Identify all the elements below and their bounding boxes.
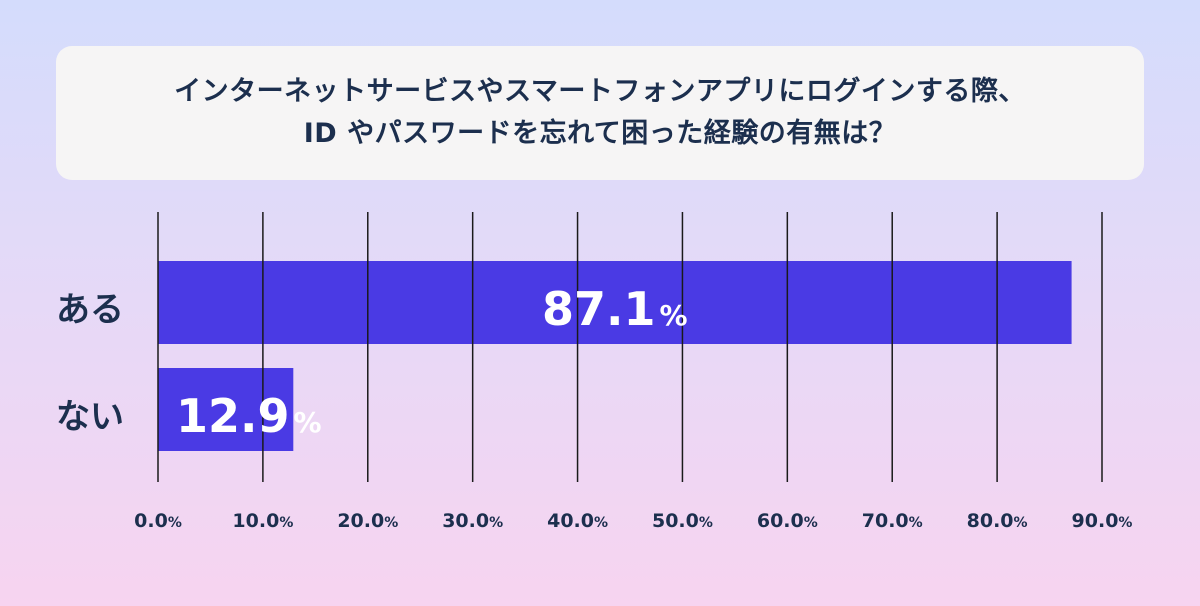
category-label-1: ある (56, 290, 124, 330)
x-tick-label-1: 10.0% (232, 510, 293, 532)
x-tick-label-6: 60.0% (757, 510, 818, 532)
category-label-2: ない (56, 397, 124, 437)
x-tick-label-2: 20.0% (337, 510, 398, 532)
bar-1 (158, 261, 1072, 344)
x-tick-label-4: 40.0% (547, 510, 608, 532)
chart-title-box: インターネットサービスやスマートフォンアプリにログインする際、 ID やパスワー… (56, 46, 1144, 180)
bar-value-label-2: 12.9% (176, 389, 322, 443)
x-tick-label-8: 80.0% (967, 510, 1028, 532)
chart-title-line-1: インターネットサービスやスマートフォンアプリにログインする際、 (174, 76, 1026, 107)
x-tick-label-0: 0.0% (134, 510, 182, 532)
chart-title-line-2: ID やパスワードを忘れて困った経験の有無は？ (303, 118, 897, 149)
x-tick-label-3: 30.0% (442, 510, 503, 532)
x-tick-label-9: 90.0% (1072, 510, 1133, 532)
x-tick-label-7: 70.0% (862, 510, 923, 532)
bar-2 (158, 368, 294, 451)
x-tick-label-5: 50.0% (652, 510, 713, 532)
bar-value-label-1: 87.1% (542, 282, 688, 336)
